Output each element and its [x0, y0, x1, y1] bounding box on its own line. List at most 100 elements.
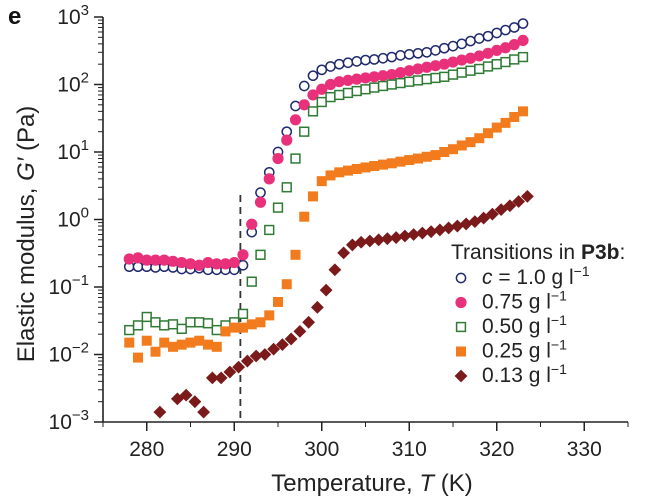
data-point [468, 215, 482, 229]
x-tick-label: 300 [304, 438, 339, 461]
data-point [310, 300, 324, 314]
data-point [325, 170, 336, 181]
data-point [228, 256, 240, 269]
data-point [413, 153, 423, 164]
legend-marker [456, 346, 466, 357]
data-point [474, 133, 485, 144]
series-2 [123, 34, 529, 271]
data-point [421, 46, 433, 58]
data-point [369, 161, 380, 172]
legend-marker [454, 369, 468, 383]
series-4 [124, 106, 528, 363]
y-axis-title: Elastic modulus, G′ (Pa) [13, 106, 40, 363]
data-point [503, 199, 517, 213]
data-point [333, 76, 345, 88]
data-point [258, 348, 272, 361]
data-point [447, 40, 459, 52]
data-point [380, 232, 394, 246]
x-axis-title: Temperature, T (K) [271, 470, 472, 497]
data-point [438, 58, 450, 70]
data-point [316, 176, 327, 187]
data-point [308, 191, 318, 202]
data-point [203, 339, 213, 350]
y-axis-title-text: Elastic modulus, [13, 181, 40, 362]
legend-title-suffix: : [619, 241, 625, 264]
data-point [333, 58, 345, 70]
data-point [421, 61, 433, 73]
y-tick-label: 10−2 [49, 340, 89, 367]
data-point [240, 354, 254, 368]
data-point [281, 279, 292, 290]
data-point [509, 112, 520, 123]
data-point [403, 65, 415, 77]
data-point [264, 224, 275, 236]
data-point [132, 252, 144, 264]
data-point [316, 96, 327, 108]
data-point [211, 341, 222, 352]
data-point [450, 219, 464, 233]
legend-label: 0.13 g l−1 [482, 361, 567, 387]
data-point [447, 56, 459, 68]
data-point [412, 63, 424, 75]
data-point [473, 50, 485, 62]
data-point [395, 50, 406, 61]
data-point [421, 151, 432, 162]
data-point [290, 100, 301, 112]
data-point [499, 42, 512, 54]
y-axis-title-var: G′ [13, 156, 40, 181]
data-point [194, 317, 205, 328]
data-point [369, 82, 380, 93]
data-point [281, 134, 293, 146]
data-point [456, 140, 467, 151]
data-point [123, 253, 135, 265]
series-3 [124, 51, 529, 336]
data-point [395, 156, 406, 167]
data-point [141, 311, 152, 323]
data-point [238, 322, 248, 333]
data-point [500, 117, 511, 128]
data-point [351, 56, 363, 67]
legend-label: 0.25 g l−1 [482, 337, 567, 363]
data-point [141, 254, 153, 266]
data-point [307, 89, 319, 101]
data-point [389, 231, 403, 244]
legend: Transitions in P3b: c = 1.0 g l−10.75 g … [451, 241, 625, 387]
data-point [159, 320, 170, 331]
data-point [202, 256, 214, 269]
panel-label: e [8, 3, 21, 30]
data-point [439, 147, 450, 157]
x-axis-title-text: Temperature, [271, 470, 419, 497]
data-point [429, 60, 442, 72]
data-point [474, 63, 485, 75]
y-ticks: 10−3 10−2 10−1 100 101 102 103 [49, 2, 103, 434]
data-point [482, 47, 494, 59]
data-point [176, 339, 187, 350]
data-point [272, 202, 284, 213]
data-point [430, 45, 441, 56]
data-point [185, 317, 196, 328]
data-point [133, 352, 143, 363]
data-point [275, 338, 289, 352]
data-point [508, 39, 520, 51]
data-point [337, 246, 351, 260]
data-point [386, 69, 398, 81]
data-point [237, 249, 249, 261]
data-point [351, 85, 362, 97]
data-point [433, 223, 447, 237]
data-point [359, 72, 372, 84]
data-point [284, 332, 298, 346]
data-point [464, 52, 477, 64]
data-point [377, 70, 389, 82]
data-point [229, 322, 240, 333]
data-point [298, 80, 310, 92]
data-point [430, 150, 441, 161]
y-tick-label: 10−1 [49, 272, 89, 299]
data-point [438, 42, 450, 54]
data-point [170, 392, 184, 406]
data-point [342, 74, 354, 87]
data-point [421, 74, 432, 85]
legend-label: 0.50 g l−1 [482, 312, 567, 338]
data-point [500, 56, 511, 68]
data-point [520, 189, 534, 203]
data-point [442, 221, 456, 235]
